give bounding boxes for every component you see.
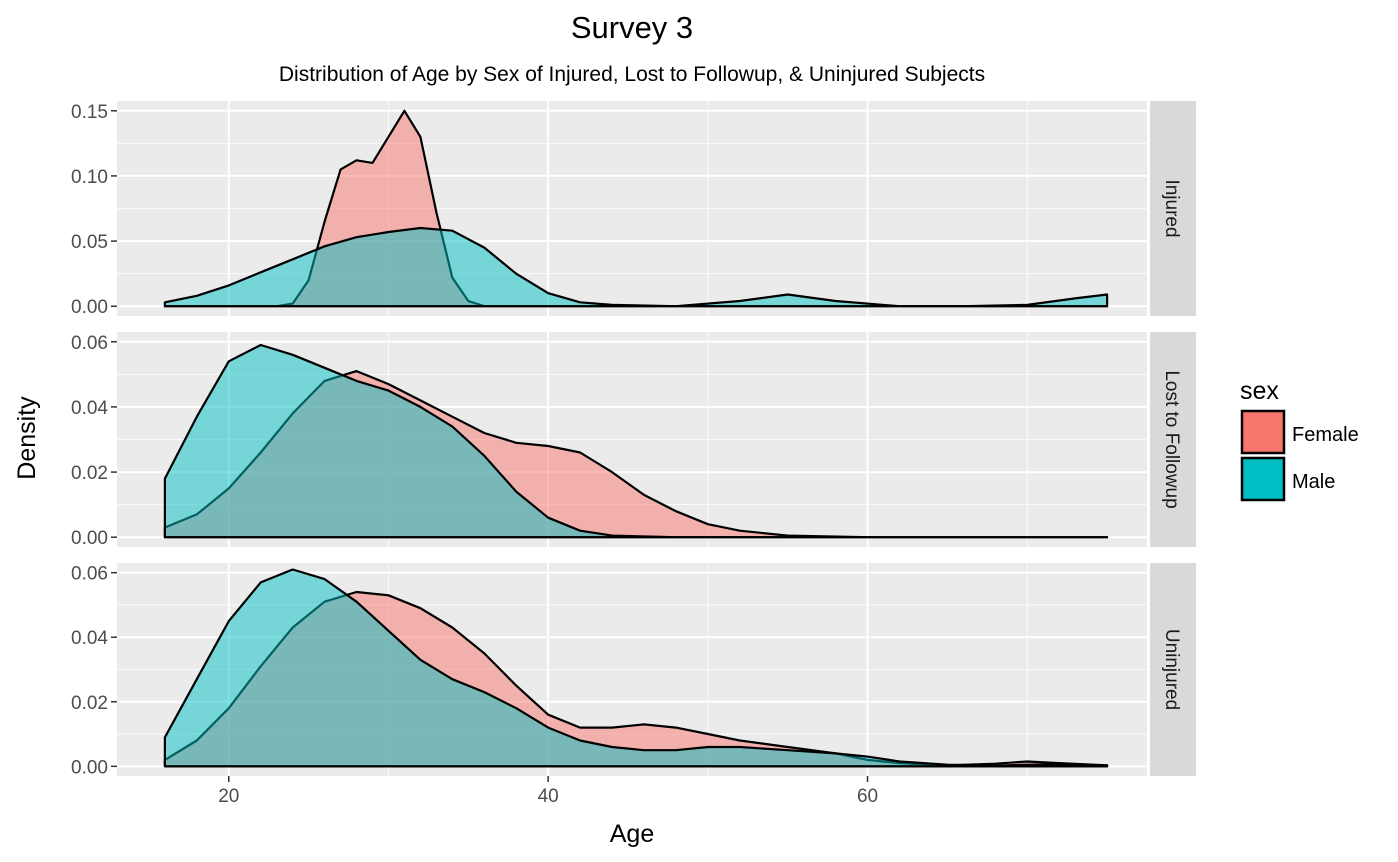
chart-title: Survey 3: [571, 10, 693, 45]
panel-injured: 0.00 0.05 0.10 0.15 Injured: [71, 101, 1196, 318]
facet-strip-label: Injured: [1161, 179, 1182, 237]
y-tick-label: 0.02: [71, 463, 108, 484]
legend-key-male: [1240, 456, 1286, 502]
density-area-male: [163, 568, 1109, 768]
y-tick-label: 0.04: [71, 398, 108, 419]
y-tick-label: 0.00: [71, 297, 108, 318]
x-tick-label: 40: [538, 786, 559, 807]
y-tick-label: 0.06: [71, 333, 108, 354]
y-tick-label: 0.05: [71, 232, 108, 253]
x-axis-label: Age: [610, 820, 654, 848]
chart-subtitle: Distribution of Age by Sex of Injured, L…: [279, 63, 985, 86]
facet-strip: [1150, 332, 1196, 547]
panel-uninjured: 0.00 0.02 0.04 0.06 Uninjured: [71, 563, 1196, 778]
legend-label-female: Female: [1292, 424, 1359, 446]
legend-label-male: Male: [1292, 471, 1335, 493]
y-tick-label: 0.10: [71, 167, 108, 188]
x-tick-label: 20: [218, 786, 239, 807]
facet-panels: 0.00 0.05 0.10 0.15 Injured 0.00 0.02 0.04 0.06 L…: [71, 101, 1196, 778]
x-tick-label: 60: [857, 786, 878, 807]
legend-entry-male: Male: [1240, 456, 1335, 502]
facet-strip-label: Uninjured: [1161, 629, 1182, 710]
density-area-male: [163, 226, 1109, 308]
y-tick-label: 0.06: [71, 564, 108, 585]
legend-title: sex: [1240, 377, 1279, 405]
y-axis-label: Density: [13, 396, 41, 480]
panel-lost-to-followup: 0.00 0.02 0.04 0.06 Lost to Followup: [71, 332, 1196, 549]
y-tick-label: 0.00: [71, 757, 108, 778]
y-tick-label: 0.04: [71, 628, 108, 649]
density-area-male: [163, 343, 1109, 539]
x-axis: 20 40 60: [218, 776, 878, 807]
facet-strip-label: Lost to Followup: [1161, 370, 1182, 508]
legend-entry-female: Female: [1240, 409, 1359, 455]
y-tick-label: 0.00: [71, 528, 108, 549]
facet-strip: [1150, 563, 1196, 776]
y-tick-label: 0.15: [71, 102, 108, 123]
legend-key-female: [1240, 409, 1286, 455]
y-tick-label: 0.02: [71, 693, 108, 714]
facet-strip: [1150, 101, 1196, 316]
legend: sex Female Male: [1240, 377, 1359, 502]
